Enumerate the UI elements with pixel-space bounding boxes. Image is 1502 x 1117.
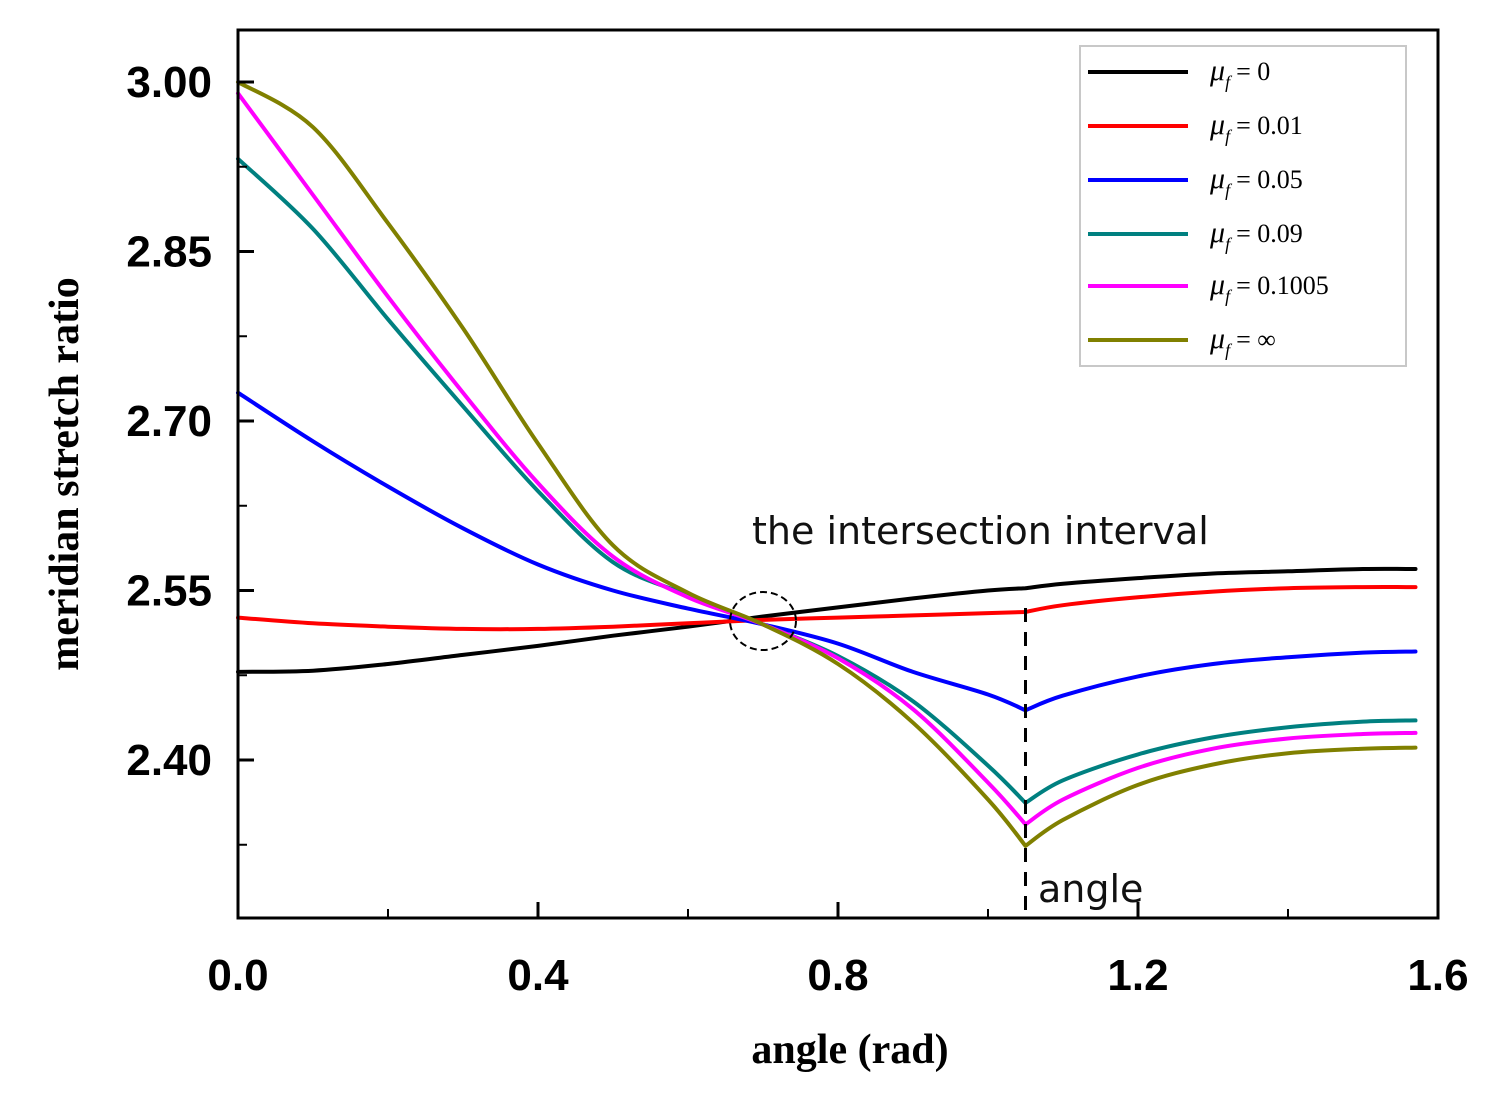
y-tick-label-0: 2.40 <box>126 736 212 785</box>
series-line-0 <box>236 566 1418 674</box>
intersection-label: the intersection interval <box>752 509 1209 553</box>
x-tick-label-1: 0.4 <box>507 951 569 1000</box>
y-tick-label-4: 3.00 <box>126 58 212 107</box>
x-tick-label-2: 0.8 <box>807 951 868 1000</box>
axis-tick-labels: 0.0 0.4 0.8 1.2 1.6 2.40 2.55 2.70 2.85 3.00 <box>126 58 1468 1000</box>
y-tick-label-1: 2.55 <box>126 567 212 616</box>
legend-box <box>1079 45 1407 367</box>
legend-label-0: μf = 0 <box>1209 54 1270 92</box>
legend-label-1: μf = 0.01 <box>1209 108 1303 146</box>
legend-label-3: μf = 0.09 <box>1209 216 1303 254</box>
legend-label-4: μf = 0.1005 <box>1209 268 1329 306</box>
y-tick-label-2: 2.70 <box>126 397 212 446</box>
angle-label: angle <box>1038 867 1143 911</box>
series-layer <box>236 80 1418 848</box>
x-tick-label-0: 0.0 <box>207 951 268 1000</box>
legend-items: μf = 0 μf = 0.01 μf = 0.05 μf = 0.09 μf = 0.1005 μ… <box>1088 54 1329 360</box>
series-line-1 <box>236 585 1418 632</box>
series-line-3 <box>236 156 1418 805</box>
series-line-5 <box>236 80 1418 848</box>
y-tick-label-3: 2.85 <box>126 228 212 277</box>
legend: μf = 0 μf = 0.01 μf = 0.05 μf = 0.09 μf = 0.1005 μ… <box>1079 45 1407 367</box>
x-tick-label-4: 1.6 <box>1407 951 1468 1000</box>
series-line-4 <box>236 91 1418 827</box>
axis-ticks <box>236 80 1440 918</box>
x-axis-title: angle (rad) <box>751 1027 948 1073</box>
y-axis-title: meridian stretch ratio <box>42 277 88 670</box>
x-tick-label-3: 1.2 <box>1107 951 1168 1000</box>
annotation-layer <box>729 591 1027 918</box>
series-line-2 <box>236 390 1418 713</box>
intersection-circle <box>729 591 797 652</box>
legend-label-5: μf = ∞ <box>1209 322 1276 360</box>
legend-label-2: μf = 0.05 <box>1209 162 1303 200</box>
